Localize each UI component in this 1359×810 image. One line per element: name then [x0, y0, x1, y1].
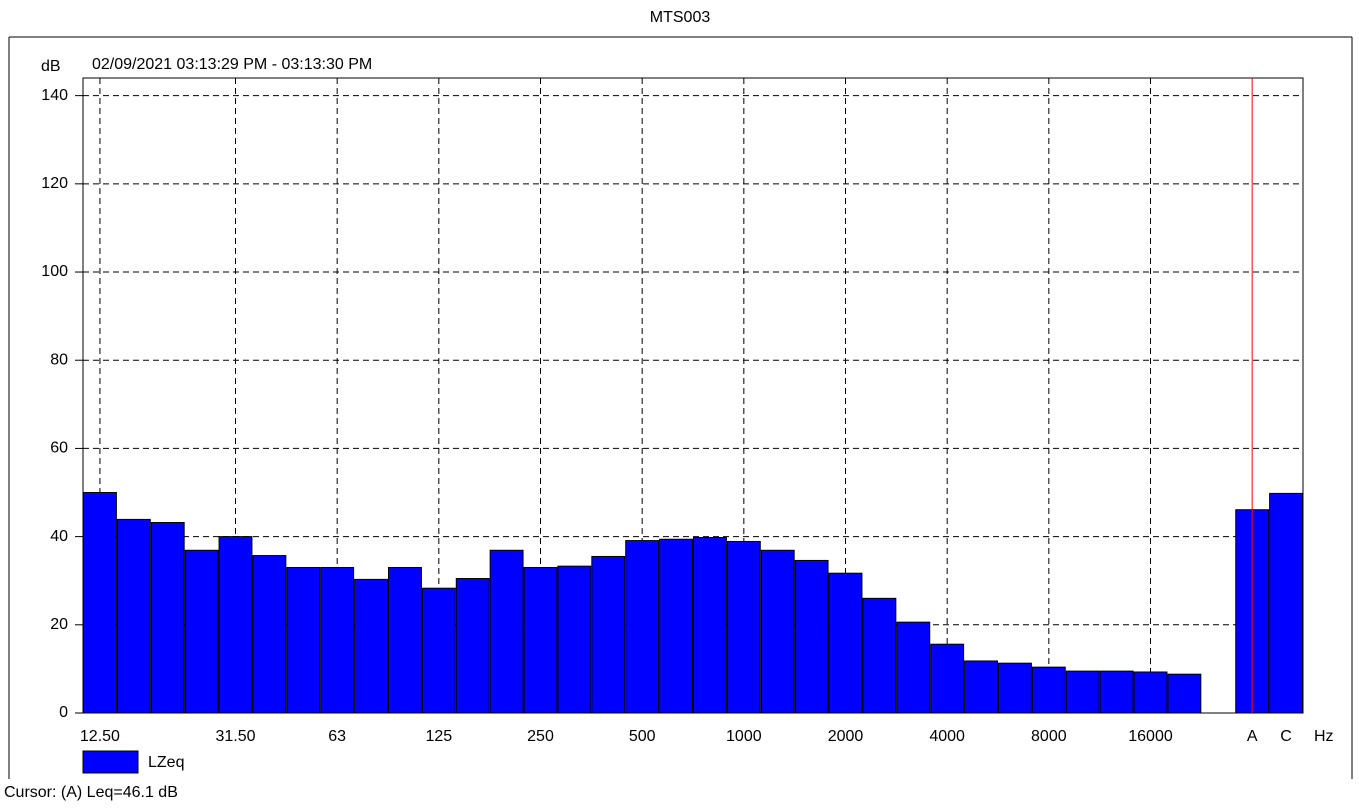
bar [1099, 670, 1134, 714]
bar [557, 565, 592, 714]
x-tick-label: 8000 [1031, 728, 1067, 745]
bar [388, 566, 422, 714]
x-tick-label: C [1280, 728, 1292, 745]
bar [1065, 670, 1100, 714]
x-tick-label: 500 [629, 728, 656, 745]
x-tick-label: 2000 [828, 728, 864, 745]
bar [794, 559, 829, 714]
x-tick-label: A [1247, 728, 1258, 745]
bar [760, 549, 795, 714]
bar [828, 572, 863, 714]
bar [896, 621, 931, 714]
bar [421, 587, 456, 714]
y-tick-label: 120 [41, 175, 68, 192]
y-tick-label: 140 [41, 87, 68, 104]
x-tick-label: 4000 [929, 728, 965, 745]
bar [964, 660, 998, 714]
x-tick-label: 125 [425, 728, 452, 745]
bar [1133, 671, 1168, 714]
y-tick-label: 60 [50, 440, 68, 457]
bar [286, 566, 321, 714]
legend-swatch [82, 750, 139, 774]
x-tick-label: 16000 [1128, 728, 1173, 745]
cursor-text: Cursor: (A) Leq=46.1 dB [4, 784, 178, 801]
bar [1269, 492, 1303, 714]
bar [218, 536, 253, 714]
x-tick-label: 250 [527, 728, 554, 745]
x-tick-label: 63 [328, 728, 346, 745]
x-tick-label: 12.50 [80, 728, 120, 745]
bar [726, 540, 761, 714]
bar [998, 662, 1032, 714]
bar [930, 643, 965, 714]
bar [862, 597, 897, 714]
y-tick-label: 20 [50, 616, 68, 633]
chart-title: MTS003 [650, 9, 711, 26]
y-tick-label: 40 [50, 528, 68, 545]
bar [489, 549, 524, 714]
bar [523, 566, 558, 714]
bar [252, 555, 287, 714]
y-tick-label: 0 [59, 704, 68, 721]
x-tick-label: 1000 [726, 728, 762, 745]
x-tick-label: 31.50 [215, 728, 255, 745]
bar [116, 518, 151, 714]
bar [1031, 666, 1066, 714]
bar [83, 492, 117, 714]
bar [150, 522, 185, 714]
chart-subtitle: 02/09/2021 03:13:29 PM - 03:13:30 PM [92, 56, 372, 73]
y-tick-label: 80 [50, 351, 68, 368]
bar [693, 536, 727, 714]
bar [184, 549, 219, 714]
plot-frame [82, 77, 1304, 714]
bar [625, 540, 660, 714]
y-axis-label: dB [41, 58, 61, 75]
x-axis-label: Hz [1314, 728, 1334, 745]
y-tick-label: 100 [41, 263, 68, 280]
legend-label: LZeq [148, 754, 184, 771]
bar [591, 555, 626, 714]
bar [354, 578, 389, 714]
bar [659, 538, 693, 714]
bar [455, 578, 490, 714]
bar [1167, 673, 1202, 714]
bar [320, 566, 355, 714]
